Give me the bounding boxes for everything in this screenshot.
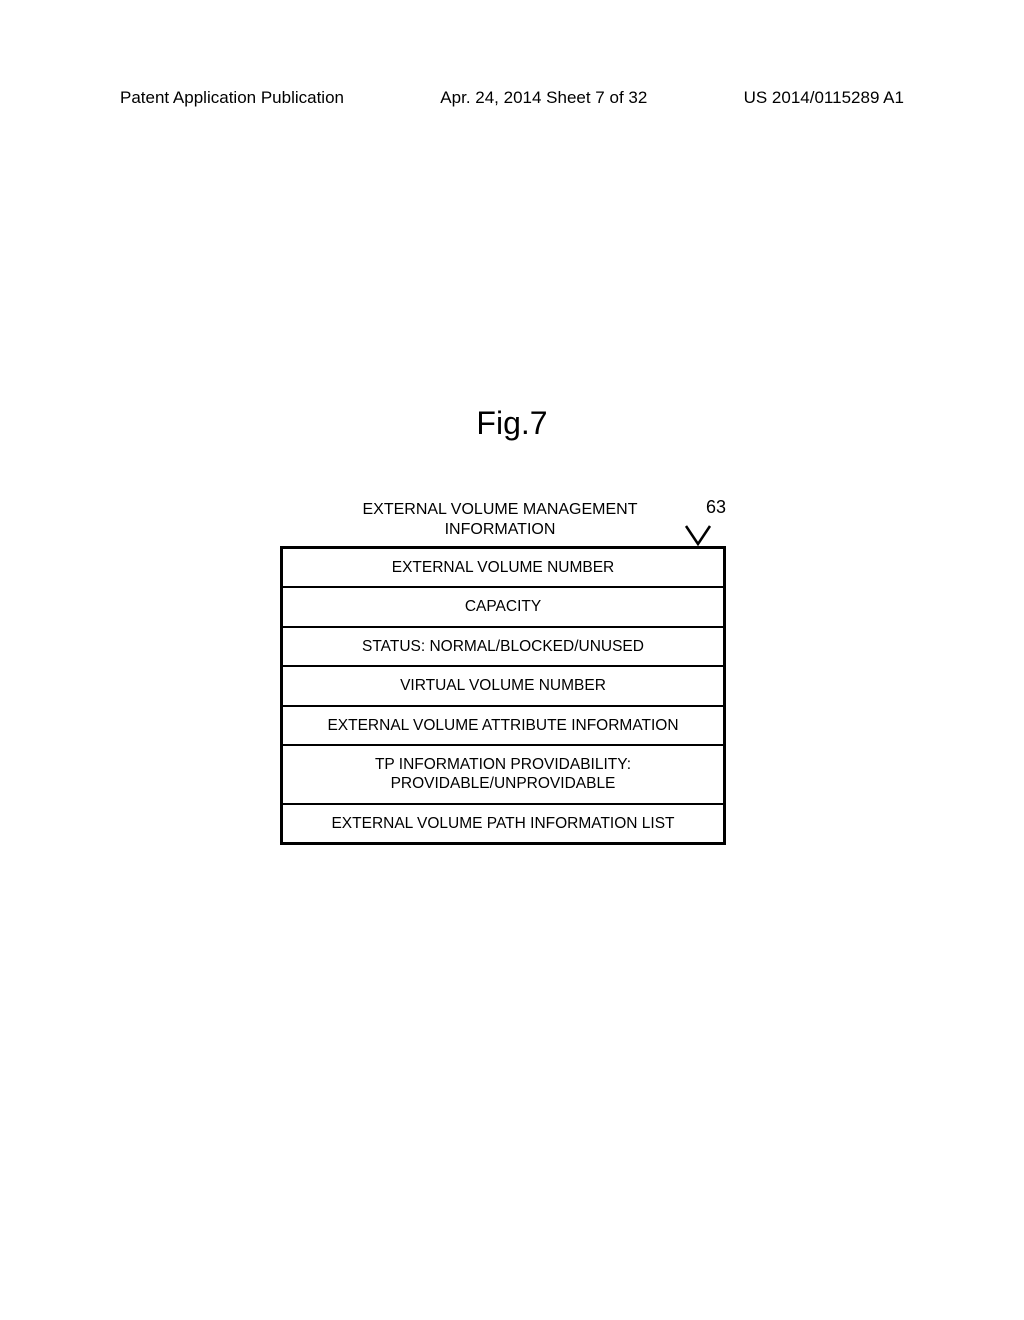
figure-diagram: EXTERNAL VOLUME MANAGEMENT INFORMATION 6… <box>280 500 720 845</box>
diagram-title: EXTERNAL VOLUME MANAGEMENT INFORMATION 6… <box>280 500 720 540</box>
table-row: EXTERNAL VOLUME PATH INFORMATION LIST <box>283 803 723 842</box>
page-header: Patent Application Publication Apr. 24, … <box>120 88 904 108</box>
table-row: EXTERNAL VOLUME ATTRIBUTE INFORMATION <box>283 705 723 744</box>
table-row: CAPACITY <box>283 586 723 625</box>
leader-line-icon <box>684 524 712 552</box>
table-row: EXTERNAL VOLUME NUMBER <box>283 549 723 586</box>
figure-label: Fig.7 <box>0 405 1024 442</box>
title-line1: EXTERNAL VOLUME MANAGEMENT <box>362 501 637 518</box>
table-row: STATUS: NORMAL/BLOCKED/UNUSED <box>283 626 723 665</box>
page: Patent Application Publication Apr. 24, … <box>0 0 1024 1320</box>
table-row: VIRTUAL VOLUME NUMBER <box>283 665 723 704</box>
header-left: Patent Application Publication <box>120 88 344 108</box>
header-center: Apr. 24, 2014 Sheet 7 of 32 <box>440 88 647 108</box>
header-right: US 2014/0115289 A1 <box>744 88 904 108</box>
table-row: TP INFORMATION PROVIDABILITY:PROVIDABLE/… <box>283 744 723 803</box>
info-table: EXTERNAL VOLUME NUMBER CAPACITY STATUS: … <box>280 546 726 845</box>
title-line2: INFORMATION <box>445 521 556 538</box>
reference-number: 63 <box>706 496 726 519</box>
